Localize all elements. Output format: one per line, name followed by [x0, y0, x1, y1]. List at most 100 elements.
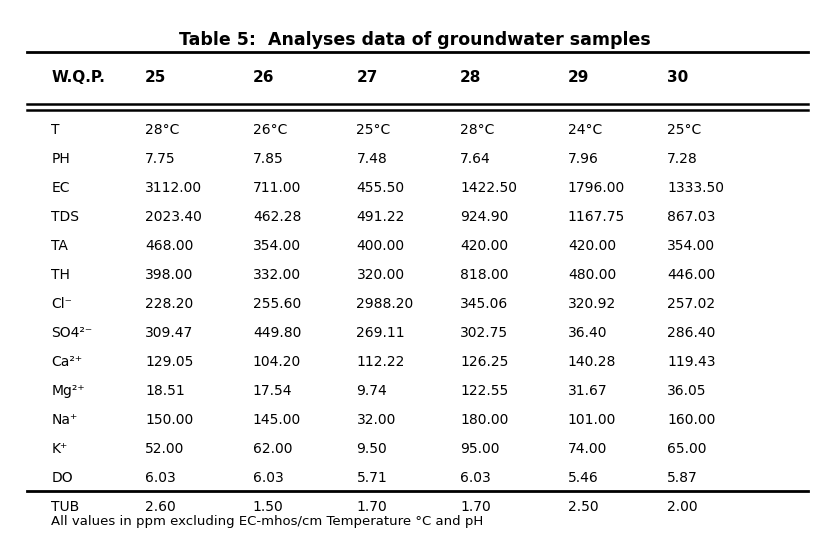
Text: 27: 27 — [356, 71, 378, 86]
Text: 1796.00: 1796.00 — [567, 181, 624, 195]
Text: 31.67: 31.67 — [567, 384, 607, 398]
Text: Na⁺: Na⁺ — [51, 413, 78, 427]
Text: 818.00: 818.00 — [460, 268, 508, 282]
Text: SO4²⁻: SO4²⁻ — [51, 326, 93, 340]
Text: 9.74: 9.74 — [356, 384, 387, 398]
Text: 711.00: 711.00 — [253, 181, 301, 195]
Text: 112.22: 112.22 — [356, 355, 404, 369]
Text: All values in ppm excluding EC-mhos/cm Temperature °C and pH: All values in ppm excluding EC-mhos/cm T… — [51, 515, 483, 528]
Text: 2.50: 2.50 — [567, 500, 598, 514]
Text: 455.50: 455.50 — [356, 181, 404, 195]
Text: 286.40: 286.40 — [667, 326, 715, 340]
Text: 6.03: 6.03 — [145, 471, 176, 485]
Text: 462.28: 462.28 — [253, 210, 301, 224]
Text: 104.20: 104.20 — [253, 355, 301, 369]
Text: 7.64: 7.64 — [460, 152, 490, 166]
Text: 320.92: 320.92 — [567, 297, 615, 311]
Text: 302.75: 302.75 — [460, 326, 508, 340]
Text: 332.00: 332.00 — [253, 268, 301, 282]
Text: Mg²⁺: Mg²⁺ — [51, 384, 85, 398]
Text: TUB: TUB — [51, 500, 79, 514]
Text: 17.54: 17.54 — [253, 384, 292, 398]
Text: 140.28: 140.28 — [567, 355, 615, 369]
Text: 74.00: 74.00 — [567, 442, 606, 456]
Text: 28: 28 — [460, 71, 481, 86]
Text: 5.71: 5.71 — [356, 471, 387, 485]
Text: W.Q.P.: W.Q.P. — [51, 71, 105, 86]
Text: 7.28: 7.28 — [667, 152, 697, 166]
Text: 24°C: 24°C — [567, 123, 601, 137]
Text: 345.06: 345.06 — [460, 297, 508, 311]
Text: TH: TH — [51, 268, 70, 282]
Text: 36.40: 36.40 — [567, 326, 607, 340]
Text: 6.03: 6.03 — [460, 471, 490, 485]
Text: 145.00: 145.00 — [253, 413, 301, 427]
Text: 1422.50: 1422.50 — [460, 181, 517, 195]
Text: 1.70: 1.70 — [460, 500, 490, 514]
Text: 9.50: 9.50 — [356, 442, 387, 456]
Text: 867.03: 867.03 — [667, 210, 715, 224]
Text: 26: 26 — [253, 71, 274, 86]
Text: 480.00: 480.00 — [567, 268, 615, 282]
Text: 122.55: 122.55 — [460, 384, 508, 398]
Text: 180.00: 180.00 — [460, 413, 508, 427]
Text: 101.00: 101.00 — [567, 413, 615, 427]
Text: 2023.40: 2023.40 — [145, 210, 202, 224]
Text: 129.05: 129.05 — [145, 355, 193, 369]
Text: 95.00: 95.00 — [460, 442, 499, 456]
Text: 6.03: 6.03 — [253, 471, 283, 485]
Text: 1.50: 1.50 — [253, 500, 283, 514]
Text: 924.90: 924.90 — [460, 210, 508, 224]
Text: 320.00: 320.00 — [356, 268, 404, 282]
Text: 2988.20: 2988.20 — [356, 297, 413, 311]
Text: 126.25: 126.25 — [460, 355, 508, 369]
Text: 420.00: 420.00 — [460, 239, 508, 253]
Text: 3112.00: 3112.00 — [145, 181, 202, 195]
Text: DO: DO — [51, 471, 73, 485]
Text: 1167.75: 1167.75 — [567, 210, 624, 224]
Text: 468.00: 468.00 — [145, 239, 193, 253]
Text: 2.60: 2.60 — [145, 500, 176, 514]
Text: 25°C: 25°C — [356, 123, 390, 137]
Text: 25: 25 — [145, 71, 166, 86]
Text: 354.00: 354.00 — [253, 239, 301, 253]
Text: 420.00: 420.00 — [567, 239, 615, 253]
Text: 5.87: 5.87 — [667, 471, 697, 485]
Text: PH: PH — [51, 152, 70, 166]
Text: 1.70: 1.70 — [356, 500, 387, 514]
Text: 449.80: 449.80 — [253, 326, 301, 340]
Text: 255.60: 255.60 — [253, 297, 301, 311]
Text: 119.43: 119.43 — [667, 355, 715, 369]
Text: 354.00: 354.00 — [667, 239, 715, 253]
Text: Table 5:  Analyses data of groundwater samples: Table 5: Analyses data of groundwater sa… — [178, 31, 650, 48]
Text: 5.46: 5.46 — [567, 471, 598, 485]
Text: 446.00: 446.00 — [667, 268, 715, 282]
Text: 32.00: 32.00 — [356, 413, 395, 427]
Text: 160.00: 160.00 — [667, 413, 715, 427]
Text: K⁺: K⁺ — [51, 442, 68, 456]
Text: Ca²⁺: Ca²⁺ — [51, 355, 83, 369]
Text: 400.00: 400.00 — [356, 239, 404, 253]
Text: 7.85: 7.85 — [253, 152, 283, 166]
Text: 28°C: 28°C — [145, 123, 179, 137]
Text: 7.75: 7.75 — [145, 152, 176, 166]
Text: 150.00: 150.00 — [145, 413, 193, 427]
Text: 2.00: 2.00 — [667, 500, 697, 514]
Text: 257.02: 257.02 — [667, 297, 715, 311]
Text: 1333.50: 1333.50 — [667, 181, 724, 195]
Text: 398.00: 398.00 — [145, 268, 193, 282]
Text: 36.05: 36.05 — [667, 384, 706, 398]
Text: TDS: TDS — [51, 210, 79, 224]
Text: EC: EC — [51, 181, 70, 195]
Text: 7.48: 7.48 — [356, 152, 387, 166]
Text: 309.47: 309.47 — [145, 326, 193, 340]
Text: 28°C: 28°C — [460, 123, 493, 137]
Text: TA: TA — [51, 239, 68, 253]
Text: Cl⁻: Cl⁻ — [51, 297, 72, 311]
Text: 7.96: 7.96 — [567, 152, 598, 166]
Text: 65.00: 65.00 — [667, 442, 706, 456]
Text: 29: 29 — [567, 71, 589, 86]
Text: 26°C: 26°C — [253, 123, 286, 137]
Text: 491.22: 491.22 — [356, 210, 404, 224]
Text: 228.20: 228.20 — [145, 297, 193, 311]
